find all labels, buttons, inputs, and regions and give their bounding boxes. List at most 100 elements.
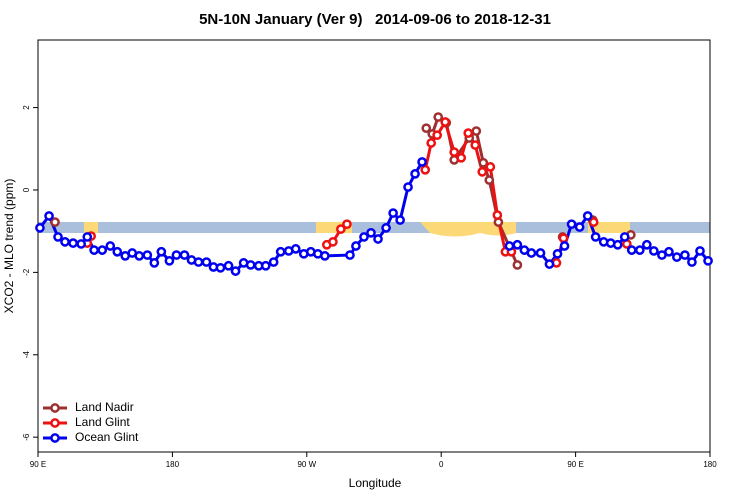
data-point xyxy=(626,245,637,255)
x-tick-label: 180 xyxy=(703,460,717,469)
data-point xyxy=(193,257,204,267)
chart-title: 5N-10N January (Ver 9) 2014-09-06 to 201… xyxy=(199,11,551,28)
data-point xyxy=(260,260,271,271)
legend-label: Ocean Glint xyxy=(75,430,139,444)
data-point xyxy=(471,126,482,136)
data-point xyxy=(171,250,182,260)
data-point xyxy=(512,260,523,270)
data-point xyxy=(223,260,234,271)
data-point xyxy=(552,248,563,259)
data-point xyxy=(449,147,460,157)
data-point xyxy=(50,217,60,227)
legend-marker xyxy=(50,403,60,413)
data-point xyxy=(230,266,241,276)
legend-label: Land Glint xyxy=(75,415,130,429)
data-point xyxy=(215,262,226,273)
data-point xyxy=(504,241,515,251)
data-point xyxy=(559,241,570,251)
data-point xyxy=(477,166,488,177)
data-point xyxy=(695,246,705,256)
data-point xyxy=(245,260,256,270)
data-point xyxy=(373,234,383,244)
data-point xyxy=(641,239,652,250)
data-point xyxy=(703,255,713,266)
data-point xyxy=(590,232,601,242)
data-point xyxy=(403,182,413,192)
y-axis-title: XCO2 - MLO trend (ppm) xyxy=(2,179,16,314)
land-ocean-band xyxy=(38,222,710,237)
legend-marker xyxy=(50,418,60,428)
data-point xyxy=(335,224,346,234)
x-tick-label: 90 W xyxy=(297,460,316,469)
data-point xyxy=(35,223,45,233)
y-tick-label: 0 xyxy=(22,187,31,192)
data-point xyxy=(566,219,577,230)
data-point xyxy=(512,239,523,250)
legend-marker xyxy=(50,433,60,443)
data-point xyxy=(634,245,645,255)
data-point xyxy=(526,248,537,258)
data-point xyxy=(320,251,330,261)
data-point xyxy=(328,237,338,247)
data-point xyxy=(142,250,153,260)
data-point xyxy=(164,255,175,266)
data-point xyxy=(433,112,444,122)
data-point xyxy=(201,257,212,267)
data-point xyxy=(582,211,593,221)
data-point xyxy=(395,215,405,225)
data-point xyxy=(134,251,145,261)
data-point xyxy=(485,162,496,172)
data-point xyxy=(105,241,116,251)
data-point xyxy=(82,232,93,242)
legend-label: Land Nadir xyxy=(75,400,134,414)
data-point xyxy=(588,217,599,227)
data-point xyxy=(492,210,503,220)
data-point xyxy=(60,237,70,247)
data-point xyxy=(149,258,160,268)
data-point xyxy=(612,239,623,250)
data-point xyxy=(179,250,190,260)
data-point xyxy=(478,157,489,168)
data-point xyxy=(421,123,432,134)
data-point xyxy=(680,250,690,260)
data-point xyxy=(687,257,697,267)
x-axis-title: Longitude xyxy=(349,476,402,490)
data-point xyxy=(535,248,546,258)
data-point xyxy=(619,232,630,242)
data-point xyxy=(440,117,451,127)
data-point xyxy=(359,232,369,242)
data-point xyxy=(417,157,427,167)
y-tick-label: -6 xyxy=(22,433,31,441)
data-point xyxy=(345,250,355,260)
data-point xyxy=(112,246,123,257)
data-point xyxy=(388,208,398,218)
data-point xyxy=(456,152,467,163)
data-point xyxy=(574,222,585,232)
data-point xyxy=(53,232,63,242)
data-point xyxy=(463,128,474,138)
data-point xyxy=(366,227,376,238)
data-point xyxy=(484,175,495,185)
y-tick-label: -2 xyxy=(22,268,31,276)
data-point xyxy=(89,245,99,255)
data-point xyxy=(470,140,481,150)
y-tick-label: 2 xyxy=(22,105,31,110)
data-point xyxy=(664,246,674,257)
data-point xyxy=(420,164,431,175)
data-point xyxy=(290,244,301,254)
x-tick-label: 180 xyxy=(166,460,180,469)
data-point xyxy=(268,257,279,267)
data-point xyxy=(351,241,361,251)
data-point xyxy=(97,245,108,255)
data-point xyxy=(156,246,167,257)
data-point xyxy=(275,246,286,257)
y-tick-label: -4 xyxy=(22,351,31,359)
data-point xyxy=(544,259,555,269)
plot-frame xyxy=(37,39,711,453)
data-point xyxy=(649,246,659,256)
data-point xyxy=(432,130,443,141)
data-point xyxy=(410,169,420,179)
data-point xyxy=(44,211,54,221)
